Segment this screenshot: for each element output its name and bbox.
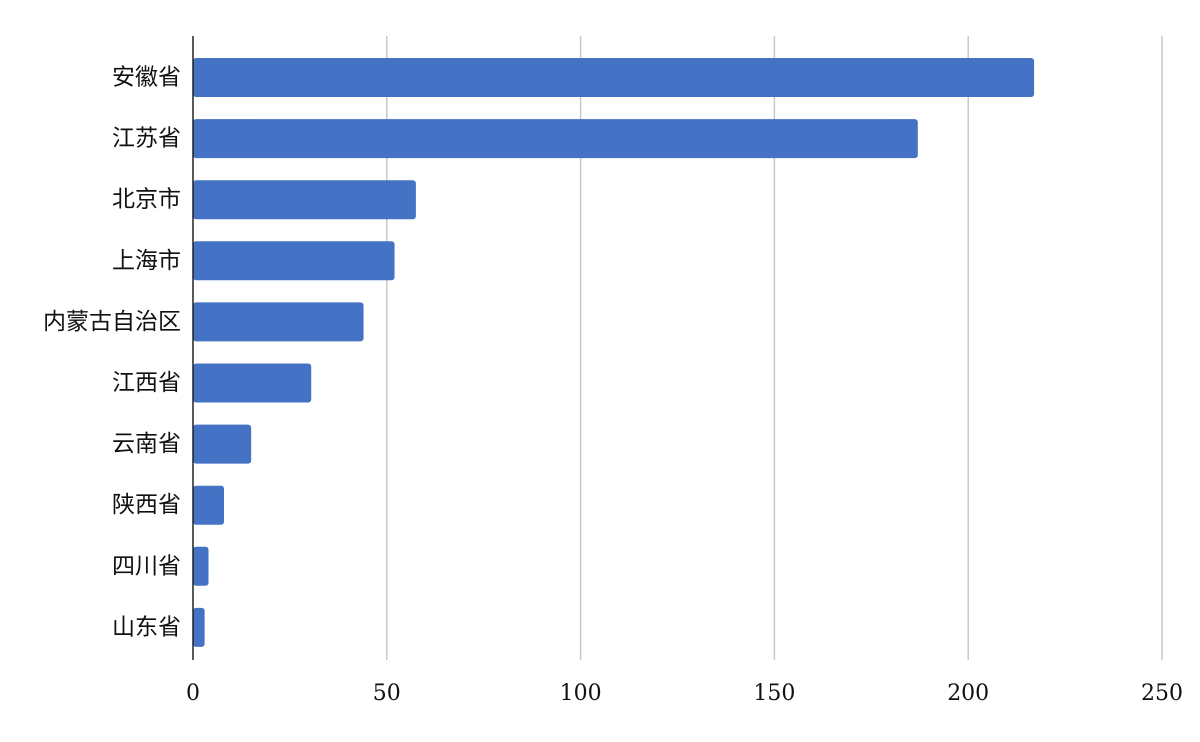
x-tick-label-4: 200 [947,681,989,706]
category-label-0: 安徽省 [112,65,181,91]
bar-5 [193,363,312,403]
bar-8 [193,546,209,586]
bars [193,58,1035,647]
category-label-4: 内蒙古自治区 [43,309,181,335]
category-label-2: 北京市 [112,187,181,213]
bar-0 [193,58,1035,97]
x-tick-label-0: 0 [186,681,200,706]
bar-4 [193,302,364,342]
bar-3 [193,241,395,281]
x-tick-label-5: 250 [1141,681,1183,706]
x-tick-label-3: 150 [753,681,795,706]
bar-9 [193,607,205,647]
category-label-3: 上海市 [112,248,181,274]
category-label-9: 山东省 [112,614,181,640]
category-label-1: 江苏省 [112,126,181,152]
bar-7 [193,485,225,525]
x-tick-label-2: 100 [560,681,602,706]
category-label-5: 江西省 [112,370,181,396]
category-label-8: 四川省 [112,553,181,579]
category-label-6: 云南省 [112,431,181,457]
bar-2 [193,180,416,220]
bar-1 [193,119,918,159]
bar-6 [193,424,252,464]
x-tick-label-1: 50 [373,681,401,706]
x-tick-labels: 0 50 100 150 200 250 [186,681,1183,706]
category-label-7: 陕西省 [112,492,181,518]
